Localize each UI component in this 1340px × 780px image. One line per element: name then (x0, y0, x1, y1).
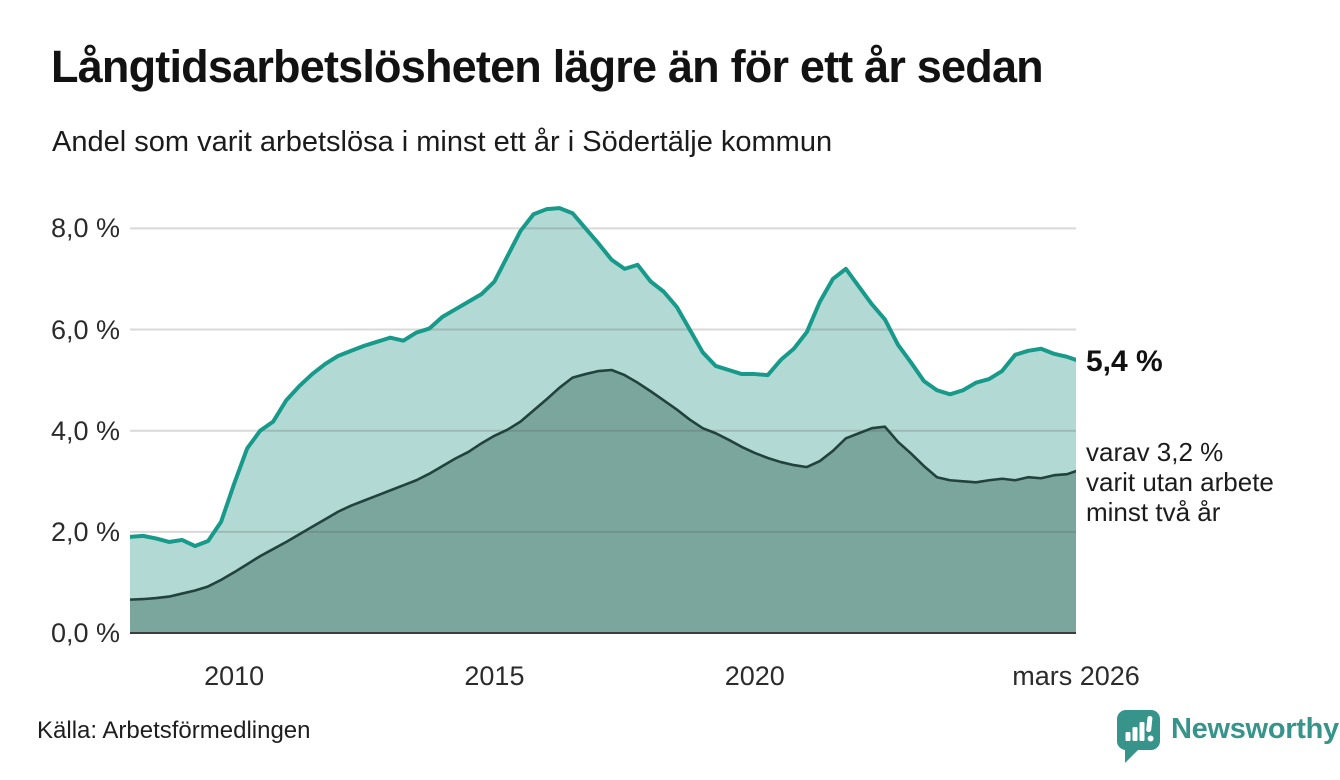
annotation-line: varav 3,2 % (1086, 437, 1224, 467)
page-title: Långtidsarbetslösheten lägre än för ett … (51, 41, 1044, 92)
series-area-1 (130, 370, 1076, 633)
series-line-1 (130, 368, 1076, 601)
x-axis-label: mars 2026 (1012, 661, 1140, 691)
y-axis-label: 2,0 % (50, 516, 120, 547)
x-axis-label: 2015 (464, 661, 525, 691)
annotation-line: varit utan arbete (1086, 467, 1274, 497)
bar-chart-speech-bubble-icon (1116, 710, 1160, 763)
latest-value-label: 5,4 % (1086, 345, 1163, 378)
source-label: Källa: Arbetsförmedlingen (37, 717, 311, 744)
x-axis-label: 2010 (204, 661, 265, 691)
y-axis-label: 0,0 % (50, 618, 120, 648)
y-axis-label: 8,0 % (50, 213, 120, 244)
annotation-line: minst två år (1086, 497, 1221, 527)
newsworthy-logo: Newsworthy (1115, 708, 1339, 764)
y-axis-label: 4,0 % (50, 415, 120, 446)
brand-name: Newsworthy (1171, 712, 1339, 745)
secondary-value-annotation: varav 3,2 % varit utan arbete minst två … (1086, 437, 1274, 527)
series-line-0 (130, 206, 1076, 549)
chart-subtitle: Andel som varit arbetslösa i minst ett å… (52, 126, 833, 158)
plot-area (130, 206, 1076, 634)
y-axis-label: 6,0 % (50, 314, 120, 345)
x-axis-label: 2020 (724, 661, 785, 691)
